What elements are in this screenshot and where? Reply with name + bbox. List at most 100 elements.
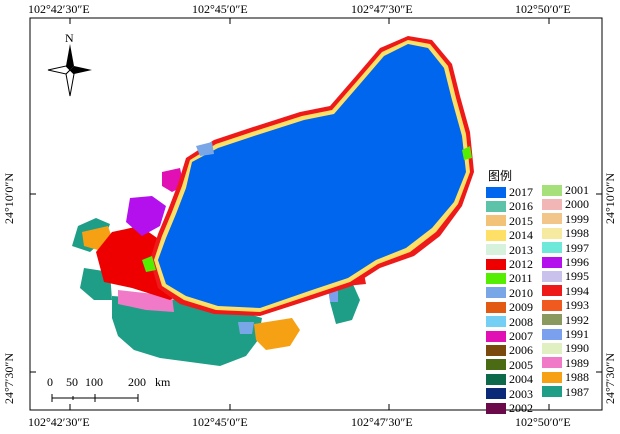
legend-label: 2016 [509, 199, 533, 214]
area-2011 [142, 256, 156, 272]
scale-label-100: 100 [85, 375, 103, 389]
area-2010-north [196, 142, 214, 156]
legend-swatch [542, 299, 562, 311]
legend-label: 2010 [509, 285, 533, 300]
legend-swatch [542, 242, 562, 254]
legend-item-1990: 1990 [542, 341, 589, 355]
coord-bottom-4: 102°50′0″E [515, 415, 571, 429]
scale-label-unit: km [155, 375, 171, 389]
legend-item-1992: 1992 [542, 313, 589, 327]
legend-item-2005: 2005 [486, 358, 533, 372]
legend-item-2002: 2002 [486, 401, 533, 415]
scale-bar [51, 394, 139, 402]
legend-item-1997: 1997 [542, 241, 589, 255]
legend-item-2006: 2006 [486, 343, 533, 357]
legend-item-2009: 2009 [486, 300, 533, 314]
legend-item-2014: 2014 [486, 228, 533, 242]
legend-swatch [542, 270, 562, 282]
legend-swatch [486, 330, 506, 342]
coord-left-1: 24°10′0″N [2, 172, 16, 224]
legend-label: 2017 [509, 185, 533, 199]
legend-swatch [486, 359, 506, 371]
legend-item-1996: 1996 [542, 255, 589, 269]
legend-item-2001: 2001 [542, 183, 589, 197]
legend-label: 1997 [565, 240, 589, 255]
legend-swatch [486, 373, 506, 385]
legend-swatch [542, 342, 562, 354]
legend-label: 2000 [565, 197, 589, 212]
legend-swatch [542, 386, 562, 398]
legend-swatch [542, 198, 562, 210]
legend-swatch [542, 256, 562, 268]
area-1996 [126, 196, 166, 236]
legend-swatch [486, 200, 506, 212]
legend-label: 2003 [509, 386, 533, 401]
legend-label: 2013 [509, 242, 533, 257]
legend-label: 1993 [565, 298, 589, 313]
legend-item-2000: 2000 [542, 197, 589, 211]
legend-item-2012: 2012 [486, 257, 533, 271]
legend-label: 2011 [509, 271, 533, 286]
legend-item-2015: 2015 [486, 214, 533, 228]
coord-bottom-3: 102°47′30″E [351, 415, 413, 429]
area-2010 [238, 322, 254, 334]
legend-swatch [486, 287, 506, 299]
legend-label: 2015 [509, 213, 533, 228]
lake-change-map [72, 36, 474, 366]
legend-label: 2009 [509, 300, 533, 315]
coord-top-4: 102°50′0″E [515, 2, 571, 16]
legend-swatch [542, 184, 562, 196]
legend-label: 1990 [565, 341, 589, 356]
legend-swatch [542, 213, 562, 225]
legend-swatch [486, 244, 506, 256]
legend-item-2007: 2007 [486, 329, 533, 343]
legend-item-1999: 1999 [542, 212, 589, 226]
coord-bottom-2: 102°45′0″E [192, 415, 248, 429]
coord-top-1: 102°42′30″E [28, 2, 90, 16]
scale-label-200: 200 [128, 375, 146, 389]
legend-swatch [486, 388, 506, 400]
legend-title: 图例 [488, 169, 513, 183]
legend-swatch [486, 316, 506, 328]
legend-item-2008: 2008 [486, 315, 533, 329]
coord-left-2: 24°7′30″N [2, 352, 16, 404]
legend-swatch [486, 229, 506, 241]
legend-swatch [542, 285, 562, 297]
legend-swatch [542, 371, 562, 383]
legend-item-1998: 1998 [542, 226, 589, 240]
legend: 图例 2017 2016 2015 2014 2013 2012 2011 2010 2009 2… [486, 167, 612, 415]
north-arrow-icon [47, 44, 92, 97]
north-label: N [65, 31, 74, 45]
legend-swatch [542, 314, 562, 326]
legend-label: 2006 [509, 343, 533, 358]
legend-label: 1995 [565, 269, 589, 284]
legend-item-2016: 2016 [486, 199, 533, 213]
legend-item-2003: 2003 [486, 387, 533, 401]
legend-label: 2008 [509, 314, 533, 329]
legend-label: 1999 [565, 211, 589, 226]
legend-label: 1992 [565, 312, 589, 327]
legend-swatch [486, 272, 506, 284]
legend-item-2011: 2011 [486, 271, 533, 285]
legend-item-2004: 2004 [486, 372, 533, 386]
coord-top-2: 102°45′0″E [192, 2, 248, 16]
lake-2017 [158, 44, 466, 308]
legend-label: 1996 [565, 255, 589, 269]
legend-swatch [486, 344, 506, 356]
legend-label: 1989 [565, 355, 589, 370]
scale-label-50: 50 [66, 375, 78, 389]
legend-label: 1998 [565, 226, 589, 241]
legend-item-1988: 1988 [542, 370, 589, 384]
legend-label: 2012 [509, 257, 533, 271]
legend-item-1993: 1993 [542, 298, 589, 312]
legend-label: 1994 [565, 283, 589, 298]
legend-label: 2004 [509, 372, 533, 387]
legend-item-1989: 1989 [542, 356, 589, 370]
legend-item-2010: 2010 [486, 286, 533, 300]
legend-label: 2007 [509, 329, 533, 343]
legend-label: 1987 [565, 384, 589, 399]
map-border [29, 17, 603, 411]
area-1988-south [254, 318, 300, 350]
area-2011-north [462, 146, 472, 160]
